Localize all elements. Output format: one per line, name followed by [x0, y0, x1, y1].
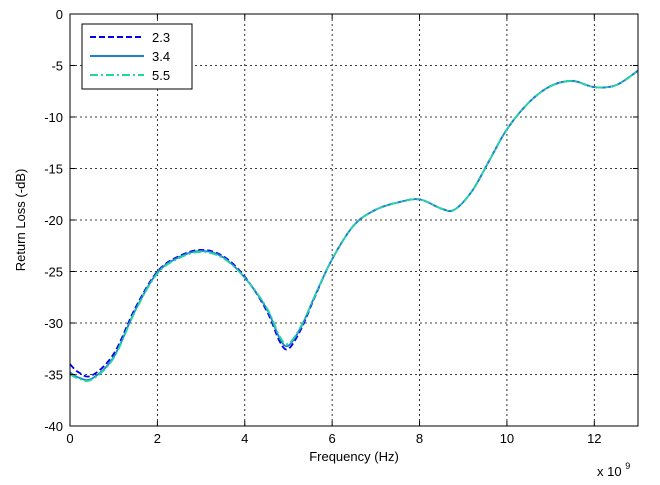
x-axis-label: Frequency (Hz): [309, 449, 399, 464]
x-tick-label: 0: [66, 431, 73, 446]
y-tick-label: -20: [44, 213, 63, 228]
y-tick-label: -5: [51, 59, 63, 74]
grid-lines: [70, 14, 638, 426]
x-tick-label: 2: [154, 431, 161, 446]
axis-tick-labels: 0 2 4 6 8 10 12 0 -5 -10 -15 -20 -25 -30 -35 -40: [44, 7, 601, 446]
y-tick-label: -40: [44, 419, 63, 434]
y-tick-label: -15: [44, 162, 63, 177]
x-tick-label: 12: [587, 431, 601, 446]
y-tick-label: -30: [44, 316, 63, 331]
x-tick-label: 10: [500, 431, 514, 446]
x-axis-multiplier-exponent: 9: [625, 461, 630, 471]
x-axis-multiplier-base: x 10: [597, 464, 622, 479]
y-axis-label: Return Loss (-dB): [13, 169, 28, 272]
x-tick-label: 6: [329, 431, 336, 446]
y-tick-label: -35: [44, 368, 63, 383]
series-line-5.5: [69, 69, 639, 382]
y-tick-label: -25: [44, 265, 63, 280]
x-tick-label: 8: [416, 431, 423, 446]
x-axis-multiplier: x 10 9: [597, 461, 630, 479]
legend-label-5.5: 5.5: [152, 68, 170, 83]
x-tick-label: 4: [241, 431, 248, 446]
y-tick-label: 0: [56, 7, 63, 22]
legend: 2.3 3.4 5.5: [81, 23, 193, 90]
legend-label-2.3: 2.3: [152, 30, 170, 45]
plot-lines: [69, 69, 639, 382]
legend-label-3.4: 3.4: [152, 49, 170, 64]
axis-ticks: [69, 13, 638, 427]
y-tick-label: -10: [44, 110, 63, 125]
